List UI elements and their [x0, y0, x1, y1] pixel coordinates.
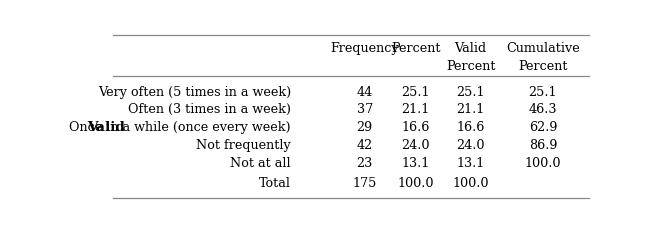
Text: 100.0: 100.0 — [453, 176, 489, 189]
Text: 16.6: 16.6 — [401, 121, 430, 134]
Text: 175: 175 — [353, 176, 377, 189]
Text: Valid: Valid — [455, 42, 487, 55]
Text: 25.1: 25.1 — [457, 85, 485, 98]
Text: Percent: Percent — [518, 60, 568, 73]
Text: Total: Total — [259, 176, 291, 189]
Text: 46.3: 46.3 — [529, 103, 557, 116]
Text: 24.0: 24.0 — [457, 138, 485, 151]
Text: 25.1: 25.1 — [529, 85, 557, 98]
Text: Often (3 times in a week): Often (3 times in a week) — [128, 103, 291, 116]
Text: 62.9: 62.9 — [529, 121, 557, 134]
Text: 21.1: 21.1 — [457, 103, 485, 116]
Text: Frequency: Frequency — [330, 42, 399, 55]
Text: 16.6: 16.6 — [457, 121, 485, 134]
Text: Not frequently: Not frequently — [196, 138, 291, 151]
Text: Once in a while (once every week): Once in a while (once every week) — [69, 121, 291, 134]
Text: 24.0: 24.0 — [401, 138, 430, 151]
Text: 25.1: 25.1 — [401, 85, 430, 98]
Text: 29: 29 — [357, 121, 373, 134]
Text: 44: 44 — [357, 85, 373, 98]
Text: 42: 42 — [357, 138, 373, 151]
Text: 86.9: 86.9 — [529, 138, 557, 151]
Text: 37: 37 — [357, 103, 373, 116]
Text: Very often (5 times in a week): Very often (5 times in a week) — [98, 85, 291, 98]
Text: 13.1: 13.1 — [401, 156, 430, 169]
Text: Valid: Valid — [87, 121, 125, 134]
Text: Percent: Percent — [446, 60, 495, 73]
Text: Not at all: Not at all — [230, 156, 291, 169]
Text: 13.1: 13.1 — [457, 156, 485, 169]
Text: 21.1: 21.1 — [401, 103, 430, 116]
Text: Percent: Percent — [391, 42, 440, 55]
Text: 100.0: 100.0 — [397, 176, 434, 189]
Text: Cumulative: Cumulative — [506, 42, 580, 55]
Text: 100.0: 100.0 — [525, 156, 561, 169]
Text: 23: 23 — [357, 156, 373, 169]
